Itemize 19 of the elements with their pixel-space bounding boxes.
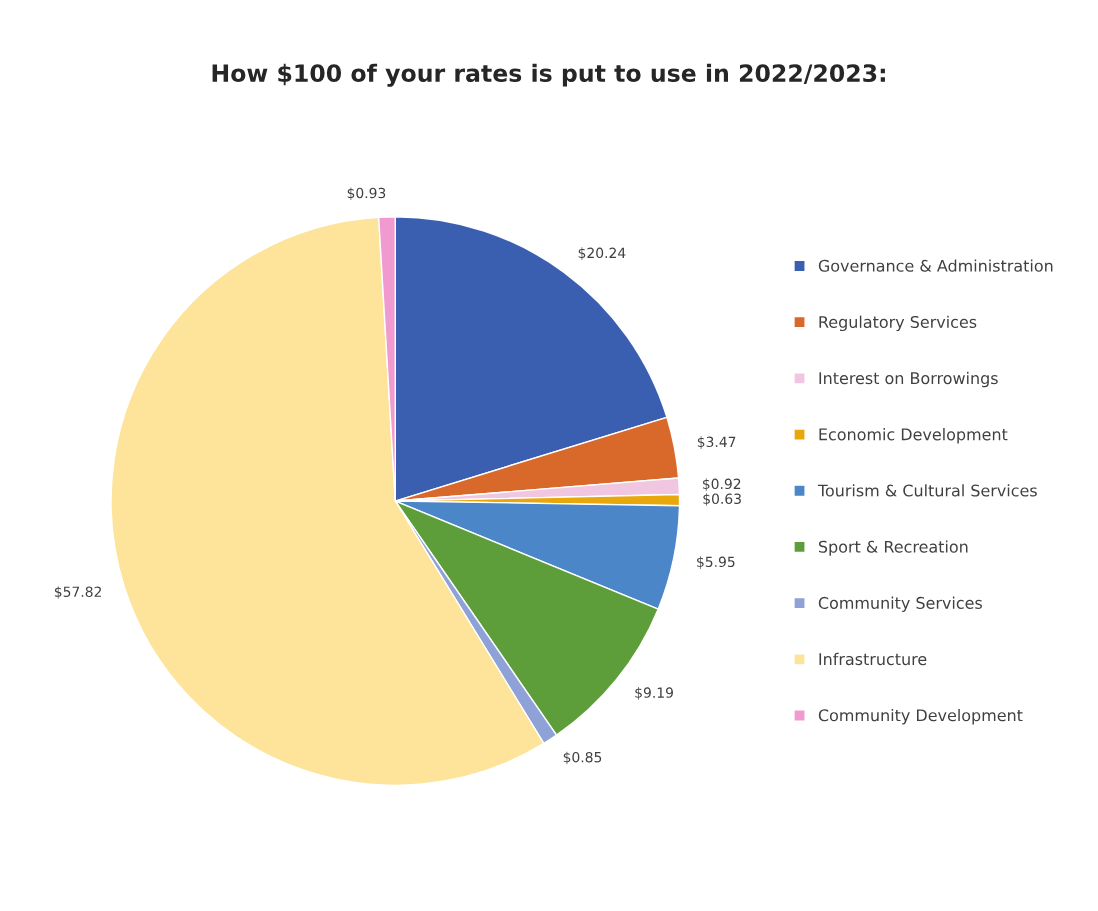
legend-label: Infrastructure: [819, 652, 927, 666]
legend-label: Governance & Administration: [818, 259, 1053, 272]
legend-label: Economic Development: [819, 428, 1008, 444]
legend-label: Sport & Recreation: [818, 540, 968, 556]
data-label: $9.19: [635, 687, 673, 700]
legend-label: Community Services: [818, 596, 982, 613]
legend-label: Interest on Borrowings: [819, 371, 998, 388]
data-label: $0.63: [703, 493, 741, 506]
data-label: $0.85: [563, 751, 602, 765]
data-label: $0.93: [347, 187, 386, 201]
legend-label: Regulatory Services: [819, 315, 977, 332]
legend-label: Tourism & Cultural Services: [817, 484, 1037, 497]
legend-label: Community Development: [818, 708, 1023, 725]
data-label: $5.95: [697, 556, 735, 569]
data-label: $0.92: [702, 478, 741, 491]
chart-title: How $100 of your rates is put to use in 2022/2023:: [212, 63, 885, 87]
data-label: $3.47: [697, 436, 736, 449]
data-label: $20.24: [578, 247, 626, 260]
data-label: $57.82: [54, 586, 101, 599]
